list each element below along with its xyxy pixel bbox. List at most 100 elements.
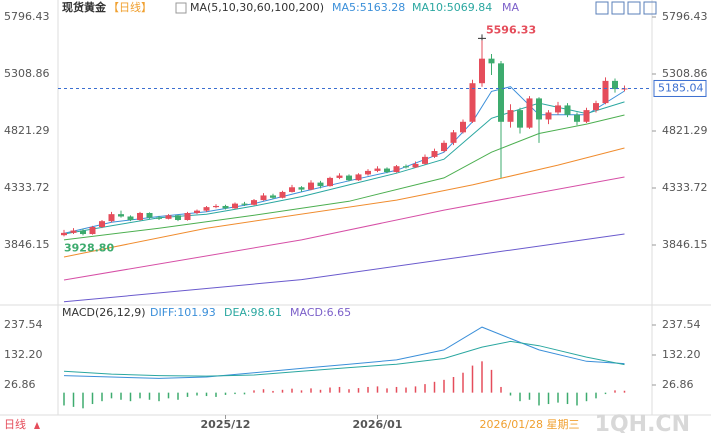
candle-body xyxy=(289,187,295,192)
cursor-box xyxy=(473,417,586,432)
high-label: 5596.33 xyxy=(486,23,536,36)
cursor-label: 2026/01/28 星期三 xyxy=(480,418,580,431)
candle-body xyxy=(118,214,124,217)
y-tick-label: 26.86 xyxy=(4,378,36,391)
y-tick-label: 3846.15 xyxy=(4,238,50,251)
last-price-box xyxy=(653,79,707,97)
candle-body xyxy=(346,175,352,181)
tool-icon[interactable] xyxy=(643,1,657,15)
candle-body xyxy=(507,110,514,122)
legend-item: MA5:5163.28 xyxy=(332,1,405,14)
candle-body xyxy=(184,212,191,220)
candle-body xyxy=(80,230,86,235)
y-tick-label: 26.86 xyxy=(662,378,694,391)
candle-body xyxy=(384,168,390,173)
candle-body xyxy=(137,212,143,220)
low-label: 3928.80 xyxy=(64,241,114,254)
ma-line xyxy=(63,233,625,303)
candle-body xyxy=(517,110,523,128)
candle-body xyxy=(612,80,618,90)
legend-item: MA(5,10,30,60,100,200) xyxy=(190,1,324,14)
candle-body xyxy=(89,227,96,235)
ma-line xyxy=(63,147,625,258)
candle-body xyxy=(213,205,219,208)
high-marker xyxy=(478,34,486,41)
candle-body xyxy=(127,216,134,220)
tool-icon[interactable] xyxy=(595,1,609,15)
candle-body xyxy=(431,151,438,157)
candle-body xyxy=(574,114,580,122)
macd-line xyxy=(63,326,625,379)
candle-body xyxy=(526,98,533,128)
y-tick-label: 132.20 xyxy=(4,348,43,361)
macd-line xyxy=(63,340,625,377)
candle-body xyxy=(336,175,343,178)
candle-body xyxy=(146,212,153,218)
candle-body xyxy=(460,121,466,133)
y-tick-label: 5308.86 xyxy=(662,67,708,80)
ma-line xyxy=(63,176,625,281)
period-label: 日线 xyxy=(4,417,26,431)
candle-body xyxy=(355,174,362,181)
candle-body xyxy=(498,63,504,122)
legend-item: MACD(26,12,9) xyxy=(62,306,146,319)
candle-body xyxy=(555,105,561,113)
candle-body xyxy=(270,195,276,198)
candle-body xyxy=(317,182,324,187)
candle-body xyxy=(583,110,590,122)
tool-icon[interactable] xyxy=(611,1,625,15)
candle-body xyxy=(241,203,248,205)
candle-body xyxy=(99,221,105,228)
subtitle: 【日线】 xyxy=(108,0,152,14)
candle-body xyxy=(450,132,457,143)
candle-body xyxy=(545,112,552,120)
y-tick-label: 4333.72 xyxy=(4,181,50,194)
candle-body xyxy=(564,105,571,115)
tool-icon[interactable] xyxy=(627,1,641,15)
ma-line xyxy=(63,114,625,241)
y-tick-label: 4333.72 xyxy=(662,181,708,194)
legend-item: MA10:5069.84 xyxy=(412,1,492,14)
period-arrow[interactable] xyxy=(34,422,40,429)
candle-body xyxy=(61,232,67,236)
candle-body xyxy=(374,168,381,171)
legend-item: DEA:98.61 xyxy=(224,306,282,319)
candle-body xyxy=(156,217,162,219)
legend-item: DIFF:101.93 xyxy=(150,306,216,319)
candle-body xyxy=(298,187,305,190)
candle-body xyxy=(232,203,238,209)
candle-body xyxy=(194,210,200,213)
candle-body xyxy=(602,80,609,104)
candle-body xyxy=(222,205,229,209)
legend-item: MA xyxy=(502,1,519,14)
x-tick-label: 2025/12 xyxy=(201,418,251,431)
y-tick-label: 237.54 xyxy=(662,318,701,331)
candle-body xyxy=(279,191,286,198)
ma-toggle[interactable] xyxy=(175,2,187,14)
candle-body xyxy=(469,83,476,122)
candle-body xyxy=(327,177,333,187)
candle-body xyxy=(412,163,419,168)
y-tick-label: 5308.86 xyxy=(4,67,50,80)
candle-body xyxy=(422,156,428,164)
y-tick-label: 132.20 xyxy=(662,348,701,361)
candle-body xyxy=(488,58,495,64)
candle-body xyxy=(536,98,542,120)
x-tick-label: 2026/01 xyxy=(353,418,403,431)
candle-body xyxy=(251,200,257,205)
candle-body xyxy=(108,214,115,222)
candle-body xyxy=(308,182,314,190)
candle-body xyxy=(175,215,181,220)
candle-body xyxy=(441,142,447,152)
candle-body xyxy=(260,195,267,201)
title: 现货黄金 xyxy=(62,0,107,14)
y-tick-label: 5796.43 xyxy=(4,10,50,23)
legend-item: MACD:6.65 xyxy=(290,306,351,319)
y-tick-label: 5796.43 xyxy=(662,10,708,23)
y-tick-label: 237.54 xyxy=(4,318,43,331)
candle-body xyxy=(365,170,371,175)
candle-body xyxy=(203,207,210,211)
